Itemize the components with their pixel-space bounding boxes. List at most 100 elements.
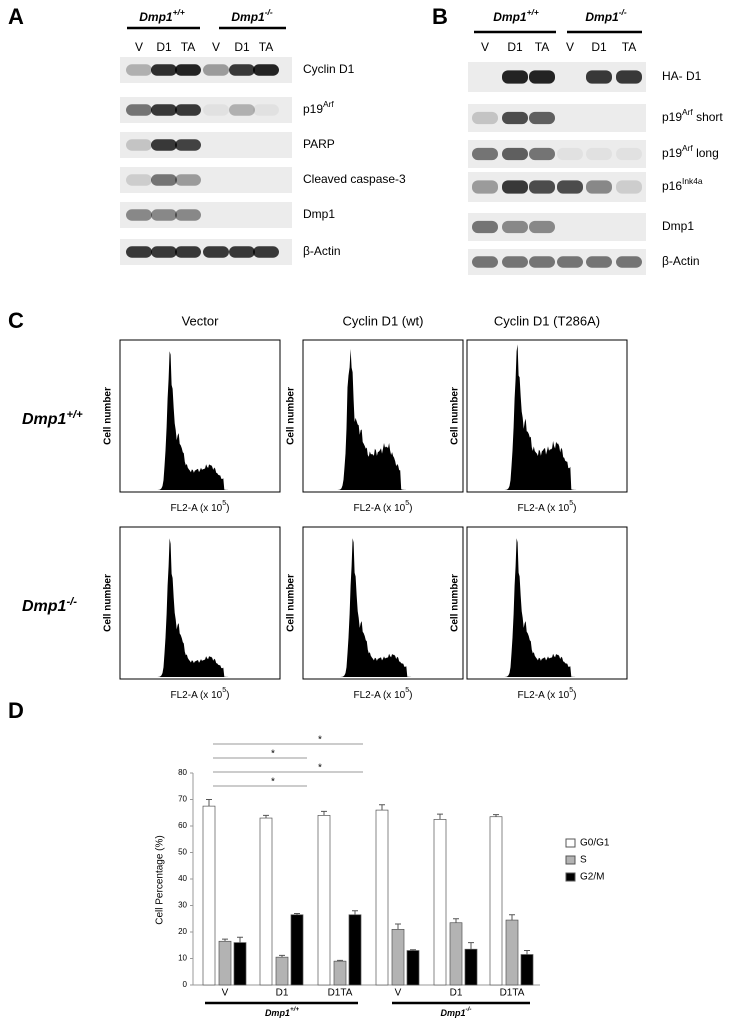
bar	[348, 914, 362, 986]
band	[472, 220, 498, 234]
error-bar	[509, 914, 515, 921]
band	[557, 147, 583, 161]
y-axis-label: Cell number	[103, 574, 114, 632]
x-axis-label-part: 5	[569, 500, 573, 507]
x-axis-label-part: 5	[569, 687, 573, 694]
band	[616, 70, 642, 84]
blot-strip	[120, 202, 292, 228]
x-axis-label: FL2-A (x 105)	[518, 500, 577, 514]
band	[586, 70, 612, 84]
row-label-part: β-Actin	[303, 244, 341, 258]
lane-label: D1	[234, 40, 250, 54]
band	[616, 256, 642, 268]
column-title: Cyclin D1 (wt)	[343, 313, 424, 328]
row-label-part: short	[693, 110, 724, 124]
error-bar	[379, 804, 385, 811]
x-axis-label: FL2-A (x 105)	[518, 687, 577, 701]
y-axis-label: Cell number	[450, 387, 461, 445]
blot-strip	[468, 104, 646, 132]
band	[529, 180, 555, 194]
x-axis-label: FL2-A (x 105)	[354, 687, 413, 701]
lane-label: TA	[622, 40, 636, 54]
band	[203, 64, 229, 76]
band	[175, 104, 201, 116]
band	[151, 64, 177, 76]
band	[126, 246, 152, 258]
band	[203, 104, 229, 116]
error-bar	[437, 813, 443, 820]
legend-swatch	[565, 872, 576, 882]
y-tick-label: 0	[183, 980, 188, 989]
bar	[317, 815, 331, 986]
group-label-part: +/+	[290, 1006, 299, 1013]
band	[472, 147, 498, 161]
row-label: Cyclin D1	[303, 62, 355, 76]
legend-label: S	[580, 855, 587, 866]
band	[126, 209, 152, 221]
row-label: HA- D1	[662, 69, 702, 83]
group-label-part: +/+	[527, 7, 539, 17]
lane-label: V	[135, 40, 143, 54]
significance-mark: *	[271, 749, 275, 760]
bar	[449, 922, 463, 986]
group-label-part: Dmp1	[493, 10, 527, 24]
legend-swatch	[565, 838, 576, 848]
x-tick-label: D1	[450, 988, 463, 999]
histogram-frame	[119, 526, 281, 680]
group-label-part: -/-	[619, 7, 627, 17]
band	[502, 70, 528, 84]
row-label-part: Dmp1	[22, 411, 67, 428]
band	[151, 104, 177, 116]
band	[151, 174, 177, 186]
error-bar	[237, 936, 243, 943]
histogram-frame	[302, 339, 464, 493]
band	[616, 180, 642, 194]
x-axis-label-part: 5	[405, 500, 409, 507]
legend-label: G0/G1	[580, 838, 610, 849]
row-label-part: HA- D1	[662, 69, 702, 83]
band	[557, 180, 583, 194]
x-tick-label: V	[395, 988, 402, 999]
error-bar	[410, 949, 416, 951]
band	[253, 104, 279, 116]
bar	[406, 950, 420, 986]
histogram	[307, 349, 459, 490]
band	[203, 246, 229, 258]
lane-label: V	[212, 40, 220, 54]
x-axis-label-part: )	[573, 690, 576, 701]
error-bar	[524, 950, 530, 955]
bar	[202, 805, 216, 986]
band	[529, 70, 555, 84]
bar	[433, 819, 447, 986]
error-bar	[337, 959, 343, 962]
row-label-part: -/-	[66, 596, 77, 608]
band	[175, 139, 201, 151]
band	[229, 104, 255, 116]
row-label-part: β-Actin	[662, 254, 700, 268]
row-label: Dmp1	[303, 207, 335, 221]
x-axis-label-part: )	[409, 690, 412, 701]
band	[126, 64, 152, 76]
histogram	[124, 351, 276, 490]
row-label: p19Arf short	[662, 107, 723, 124]
row-label-part: Arf	[682, 107, 693, 117]
band	[151, 139, 177, 151]
bar	[218, 940, 232, 986]
column-title: Cyclin D1 (T286A)	[494, 313, 600, 328]
band	[502, 180, 528, 194]
group-label: Dmp1-/-	[585, 7, 626, 24]
row-label: p16Ink4a	[662, 176, 703, 193]
y-tick-label: 10	[178, 954, 187, 963]
error-bar	[294, 912, 300, 915]
x-axis-label-part: FL2-A (x 10	[518, 690, 570, 701]
x-axis-label: FL2-A (x 105)	[171, 500, 230, 514]
band	[126, 104, 152, 116]
panel-label: D	[8, 698, 24, 723]
group-label-part: Dmp1	[585, 10, 619, 24]
bar	[233, 942, 247, 986]
row-label-part: Dmp1	[662, 219, 694, 233]
x-axis-label-part: )	[573, 503, 576, 514]
x-tick-label: D1	[276, 988, 289, 999]
x-axis-label-part: FL2-A (x 10	[518, 503, 570, 514]
error-bar	[453, 918, 459, 923]
